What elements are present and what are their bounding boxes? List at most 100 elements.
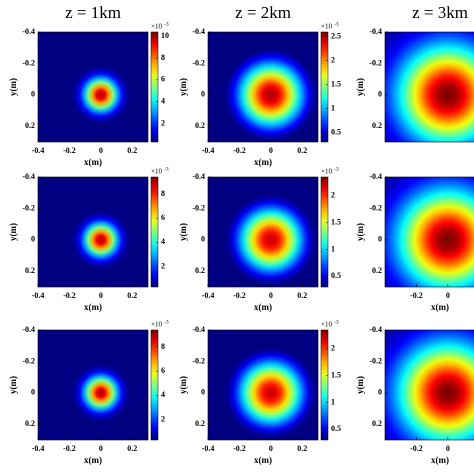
colorbar-scale-base: ×10	[151, 23, 162, 31]
y-tick-label: -0.4	[192, 172, 205, 181]
y-axis-label: y(m)	[355, 78, 365, 96]
colorbar-tick-label: 2	[331, 56, 335, 65]
colorbar-tick-label: 8	[161, 53, 165, 62]
colorbar-tick-label: 6	[161, 366, 165, 375]
y-tick-label: 0.2	[25, 419, 35, 428]
x-tick-label: -0.4	[32, 444, 45, 453]
colorbar	[150, 329, 159, 441]
x-tick-label: 0	[446, 444, 450, 453]
y-tick-label: 0	[201, 388, 205, 397]
x-tick-label: 0	[446, 291, 450, 300]
intensity-map	[208, 177, 318, 287]
colorbar-tick-label: 1.5	[331, 217, 341, 226]
colorbar-tick-label: 6	[161, 75, 165, 84]
x-tick-label: 0.2	[297, 291, 307, 300]
colorbar-tick-label: 10	[161, 31, 169, 40]
x-tick-label: -0.2	[63, 146, 76, 155]
colorbar-tick-label: 1.5	[331, 79, 341, 88]
y-tick-label: -0.4	[192, 325, 205, 334]
x-tick-label: -0.2	[410, 444, 423, 453]
x-tick-label: -0.2	[63, 291, 76, 300]
x-tick-label: 0	[269, 146, 273, 155]
colorbar-tick-label: 4	[161, 390, 165, 399]
colorbar-scale-base: ×10	[321, 321, 332, 329]
intensity-map	[208, 32, 318, 142]
y-tick-label: 0.2	[195, 266, 205, 275]
colorbar-tick-label: 1	[331, 103, 335, 112]
plot-frame	[384, 329, 474, 441]
x-axis-label: x(m)	[254, 302, 272, 312]
colorbar-tick-label: 2	[161, 261, 165, 270]
x-tick-label: 0	[99, 146, 103, 155]
x-tick-label: -0.2	[63, 444, 76, 453]
y-axis-label: y(m)	[355, 223, 365, 241]
y-tick-label: -0.2	[22, 356, 35, 365]
panel-title: z = 2km	[235, 3, 291, 22]
colorbar-scale-base: ×10	[151, 168, 162, 176]
x-axis-label: x(m)	[84, 455, 102, 465]
intensity-map	[208, 330, 318, 440]
y-tick-label: 0	[378, 388, 382, 397]
intensity-map	[38, 177, 148, 287]
y-tick-label: -0.4	[22, 27, 35, 36]
y-tick-label: -0.2	[369, 356, 382, 365]
colorbar-tick-label: 4	[161, 237, 165, 246]
y-tick-label: -0.2	[369, 203, 382, 212]
intensity-map	[385, 32, 474, 142]
x-tick-label: 0.2	[127, 444, 137, 453]
intensity-map	[385, 330, 474, 440]
x-tick-label: -0.4	[32, 146, 45, 155]
colorbar-scale-exponent: -3	[164, 319, 169, 325]
plot-frame	[207, 31, 319, 143]
colorbar-scale-base: ×10	[321, 168, 332, 176]
y-tick-label: 0.2	[25, 121, 35, 130]
intensity-map	[38, 32, 148, 142]
y-tick-label: -0.4	[369, 325, 382, 334]
y-axis-label: y(m)	[178, 223, 188, 241]
y-axis-label: y(m)	[8, 223, 18, 241]
colorbar-tick-label: 2	[161, 414, 165, 423]
y-tick-label: -0.4	[22, 172, 35, 181]
intensity-map	[385, 177, 474, 287]
x-tick-label: -0.4	[202, 146, 215, 155]
plot-frame	[37, 31, 149, 143]
plot-frame	[37, 329, 149, 441]
y-tick-label: -0.2	[22, 58, 35, 67]
x-tick-label: -0.2	[410, 291, 423, 300]
y-tick-label: 0.2	[372, 266, 382, 275]
plot-frame	[384, 176, 474, 288]
y-tick-label: 0	[31, 90, 35, 99]
x-tick-label: -0.2	[233, 291, 246, 300]
colorbar-scale-exponent: -3	[164, 21, 169, 27]
y-axis-label: y(m)	[8, 376, 18, 394]
colorbar	[150, 31, 159, 143]
plot-frame	[207, 329, 319, 441]
colorbar	[320, 176, 329, 288]
colorbar-scale-exponent: -3	[334, 319, 339, 325]
colorbar-scale-base: ×10	[321, 23, 332, 31]
colorbar-tick-label: 6	[161, 213, 165, 222]
colorbar-tick-label: 2.5	[331, 32, 341, 41]
y-tick-label: 0.2	[195, 419, 205, 428]
x-axis-label: x(m)	[254, 157, 272, 167]
colorbar-tick-label: 4	[161, 97, 165, 106]
colorbar-tick-label: 8	[161, 189, 165, 198]
colorbar-scale-exponent: -3	[334, 166, 339, 172]
colorbar-tick-label: 1.5	[331, 370, 341, 379]
colorbar-tick-label: 2	[331, 191, 335, 200]
panel-title: z = 3km	[412, 3, 468, 22]
x-tick-label: -0.4	[202, 444, 215, 453]
x-tick-label: 0.2	[127, 146, 137, 155]
colorbar-scale-exponent: -3	[334, 21, 339, 27]
x-tick-label: 0.2	[297, 146, 307, 155]
y-tick-label: -0.2	[192, 203, 205, 212]
x-tick-label: 0	[269, 444, 273, 453]
y-tick-label: -0.2	[192, 58, 205, 67]
y-tick-label: -0.4	[22, 325, 35, 334]
colorbar-tick-label: 0.5	[331, 424, 341, 433]
y-tick-label: -0.2	[192, 356, 205, 365]
plot-frame	[37, 176, 149, 288]
colorbar-tick-label: 0.5	[331, 127, 341, 136]
y-tick-label: -0.4	[192, 27, 205, 36]
